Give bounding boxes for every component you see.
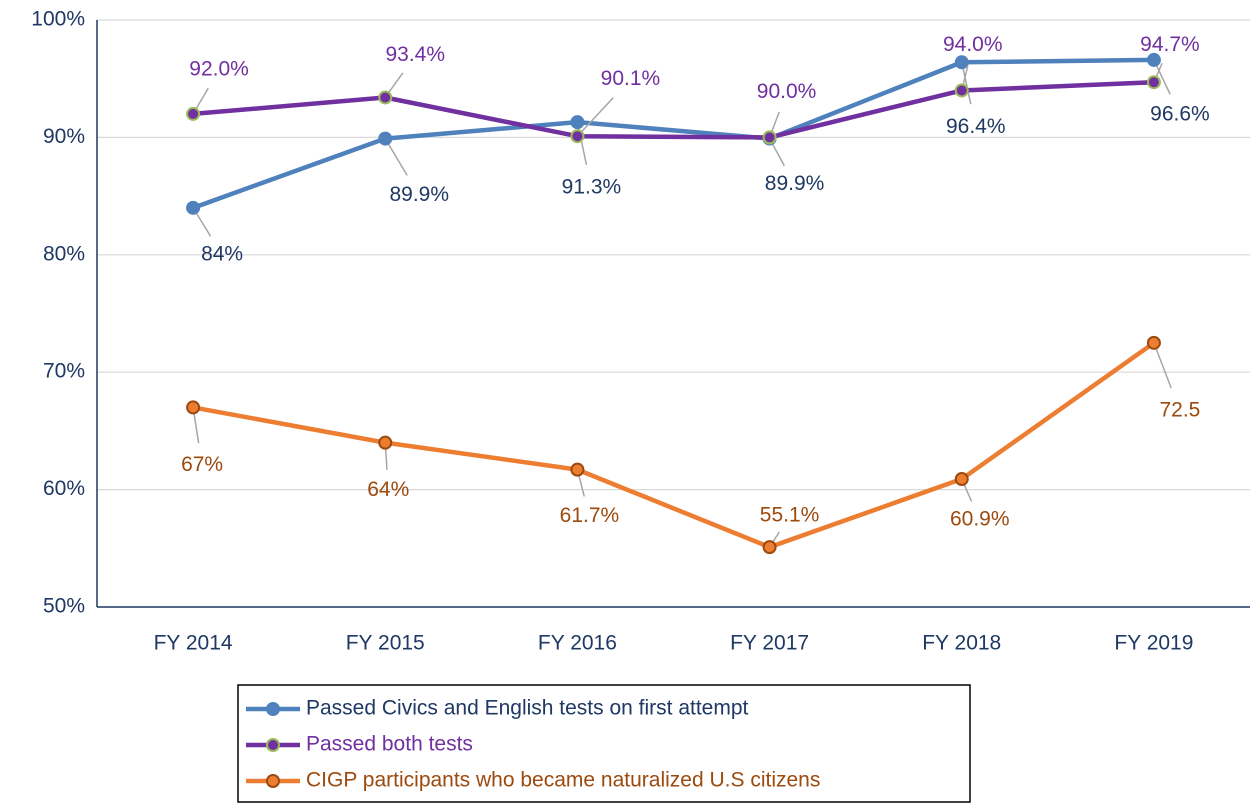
- data-label: 89.9%: [389, 183, 449, 206]
- marker: [186, 200, 201, 215]
- marker: [186, 400, 201, 415]
- marker: [954, 83, 969, 98]
- y-tick-label: 60%: [43, 477, 85, 500]
- leader-line: [576, 97, 614, 137]
- marker: [378, 435, 393, 450]
- legend-marker: [266, 702, 280, 716]
- x-tick-label: FY 2019: [1114, 632, 1193, 655]
- data-label: 94.7%: [1140, 33, 1200, 56]
- marker: [1146, 75, 1161, 90]
- leader-line: [576, 121, 588, 166]
- marker: [186, 106, 201, 121]
- data-label: 84%: [201, 242, 243, 265]
- data-label: 61.7%: [560, 504, 620, 527]
- data-label: 91.3%: [562, 176, 622, 199]
- legend-label: Passed both tests: [306, 733, 473, 756]
- marker: [762, 540, 777, 555]
- series-line: [192, 57, 1154, 210]
- data-label: 96.4%: [946, 115, 1006, 138]
- series-line: [192, 79, 1155, 140]
- x-tick-label: FY 2014: [154, 632, 233, 655]
- leader-line: [1153, 342, 1172, 389]
- marker: [570, 462, 585, 477]
- marker: [1146, 52, 1161, 67]
- data-label: 60.9%: [950, 508, 1010, 531]
- data-label: 72.5: [1159, 398, 1200, 421]
- y-tick-label: 100%: [31, 8, 85, 31]
- data-label: 92.0%: [189, 57, 249, 80]
- leader-line: [384, 138, 408, 176]
- x-tick-label: FY 2017: [730, 632, 809, 655]
- series-line: [192, 341, 1156, 550]
- marker: [762, 130, 777, 145]
- leader-line: [961, 62, 972, 105]
- y-tick-label: 90%: [43, 125, 85, 148]
- data-label: 64%: [367, 478, 409, 501]
- legend-box: [237, 684, 971, 803]
- data-label: 90.0%: [757, 80, 817, 103]
- y-tick-label: 50%: [43, 595, 85, 618]
- data-label: 55.1%: [760, 504, 820, 527]
- marker: [378, 131, 393, 146]
- data-label: 94.0%: [943, 33, 1003, 56]
- marker: [954, 472, 969, 487]
- marker: [570, 115, 585, 130]
- legend-label: CIGP participants who became naturalized…: [306, 769, 820, 792]
- x-tick-label: FY 2018: [922, 632, 1001, 655]
- marker: [954, 55, 969, 70]
- marker: [1146, 335, 1161, 350]
- marker: [570, 129, 585, 144]
- y-tick-label: 80%: [43, 242, 85, 265]
- legend-marker: [266, 738, 280, 752]
- data-label: 96.6%: [1150, 102, 1210, 125]
- data-label: 89.9%: [765, 172, 825, 195]
- legend-label: Passed Civics and English tests on first…: [306, 697, 749, 720]
- data-label: 67%: [181, 453, 223, 476]
- data-label: 93.4%: [385, 43, 445, 66]
- x-tick-label: FY 2015: [346, 632, 425, 655]
- y-tick-label: 70%: [43, 360, 85, 383]
- data-label: 90.1%: [601, 67, 661, 90]
- marker: [378, 90, 393, 105]
- legend-marker: [266, 774, 280, 788]
- x-tick-label: FY 2016: [538, 632, 617, 655]
